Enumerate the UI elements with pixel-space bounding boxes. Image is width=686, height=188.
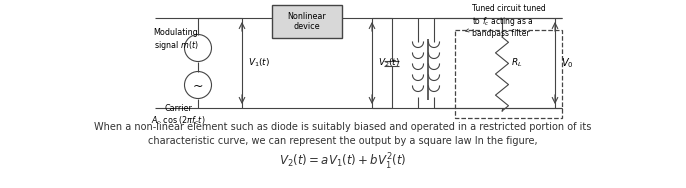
Text: When a non-linear element such as diode is suitably biased and operated in a res: When a non-linear element such as diode … (94, 122, 592, 132)
Text: Tuned circuit tuned
to $f_c$ acting as a
bandpass filter: Tuned circuit tuned to $f_c$ acting as a… (466, 4, 546, 38)
Text: $R_L$: $R_L$ (511, 57, 523, 69)
Bar (272, 5, 342, 38)
Text: $V_2(t)$: $V_2(t)$ (378, 57, 400, 69)
Text: $V_0$: $V_0$ (561, 56, 573, 70)
Text: Carrier
$A_c$ cos $(2\pi f_c t)$: Carrier $A_c$ cos $(2\pi f_c t)$ (151, 104, 205, 127)
Text: Nonlinear
device: Nonlinear device (287, 12, 327, 31)
Text: Modulating
signal $m(t)$: Modulating signal $m(t)$ (154, 28, 198, 52)
Text: characteristic curve, we can represent the output by a square law In the figure,: characteristic curve, we can represent t… (148, 136, 538, 146)
Text: $V_2(t) = aV_1(t) + bV_1^2(t)$: $V_2(t) = aV_1(t) + bV_1^2(t)$ (279, 152, 407, 172)
Text: $V_1(t)$: $V_1(t)$ (248, 57, 270, 69)
Text: ~: ~ (193, 80, 203, 92)
Bar (455, 30, 562, 118)
